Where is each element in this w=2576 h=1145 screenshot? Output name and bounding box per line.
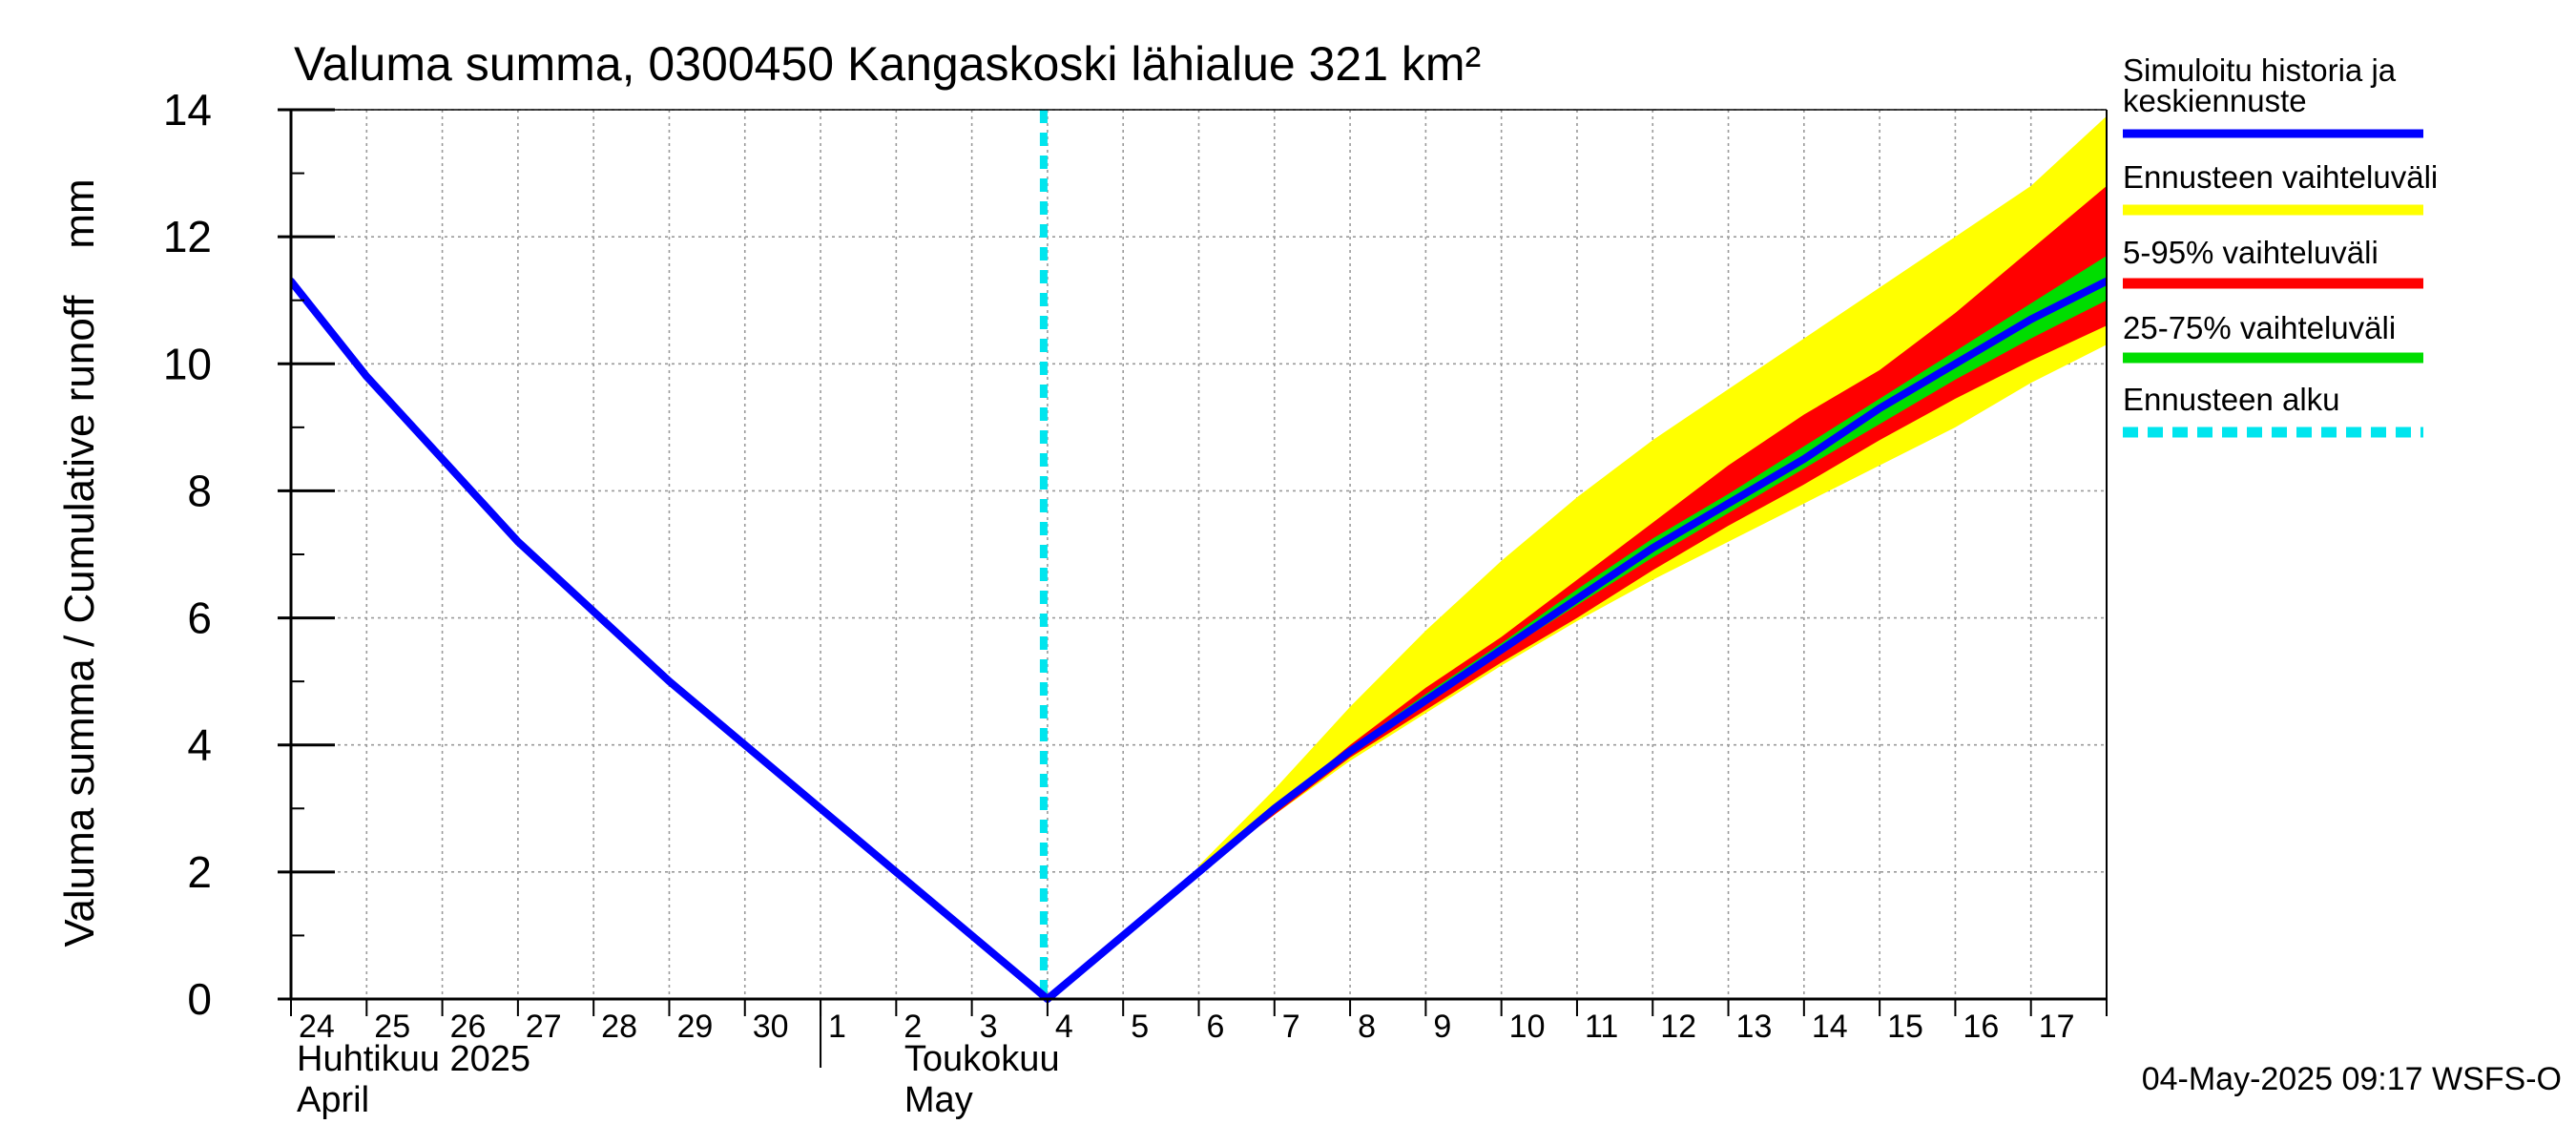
footer-timestamp: 04-May-2025 09:17 WSFS-O	[2142, 1061, 2562, 1097]
month-label-en: April	[297, 1080, 369, 1120]
x-tick-label: 25	[374, 1009, 410, 1045]
x-tick-label: 2	[904, 1009, 922, 1045]
y-tick-label: 12	[163, 212, 212, 261]
y-tick-label: 14	[163, 85, 212, 135]
x-tick-label: 3	[980, 1009, 998, 1045]
legend-label: Ennusteen alku	[2123, 382, 2340, 417]
x-tick-label: 13	[1736, 1009, 1773, 1045]
month-label-fi: Huhtikuu 2025	[297, 1039, 530, 1079]
series-lines	[291, 277, 2107, 1003]
legend-label: Ennusteen vaihteluväli	[2123, 159, 2438, 195]
y-tick-label: 0	[187, 974, 212, 1024]
x-tick-label: 1	[828, 1009, 846, 1045]
x-tick-label: 16	[1963, 1009, 1999, 1045]
legend-label-simulated-cont: keskiennuste	[2123, 83, 2307, 118]
y-axis-label: Valuma summa / Cumulative runoff mm	[56, 178, 103, 947]
x-tick-label: 24	[299, 1009, 335, 1045]
x-tick-label: 12	[1660, 1009, 1696, 1045]
x-tick-label: 10	[1509, 1009, 1546, 1045]
x-tick-label: 6	[1207, 1009, 1225, 1045]
legend-label: 25-75% vaihteluväli	[2123, 310, 2396, 345]
series-line-0	[291, 277, 2107, 1003]
x-tick-label: 26	[450, 1009, 487, 1045]
y-tick-label: 6	[187, 593, 212, 643]
x-tick-label: 15	[1887, 1009, 1923, 1045]
month-label-en: May	[904, 1080, 973, 1120]
month-label-fi: Toukokuu	[904, 1039, 1060, 1079]
x-tick-label: 7	[1282, 1009, 1300, 1045]
x-tick-label: 14	[1812, 1009, 1848, 1045]
y-tick-label: 2	[187, 847, 212, 897]
legend-label: 5-95% vaihteluväli	[2123, 235, 2379, 270]
y-tick-label: 10	[163, 339, 212, 388]
band-0	[1198, 115, 2107, 872]
chart-title: Valuma summa, 0300450 Kangaskoski lähial…	[294, 37, 1481, 91]
x-tick-label: 17	[2039, 1009, 2075, 1045]
x-tick-label: 28	[601, 1009, 637, 1045]
x-tick-label: 11	[1585, 1009, 1618, 1045]
x-tick-label: 9	[1433, 1009, 1451, 1045]
x-tick-label: 30	[753, 1009, 789, 1045]
x-tick-label: 8	[1358, 1009, 1376, 1045]
x-tick-label: 4	[1055, 1009, 1073, 1045]
x-tick-label: 27	[526, 1009, 562, 1045]
y-tick-label: 8	[187, 466, 212, 515]
x-tick-label: 29	[676, 1009, 713, 1045]
legend-label-simulated: Simuloitu historia ja	[2123, 52, 2397, 88]
y-tick-label: 4	[187, 720, 212, 770]
x-tick-label: 5	[1131, 1009, 1149, 1045]
